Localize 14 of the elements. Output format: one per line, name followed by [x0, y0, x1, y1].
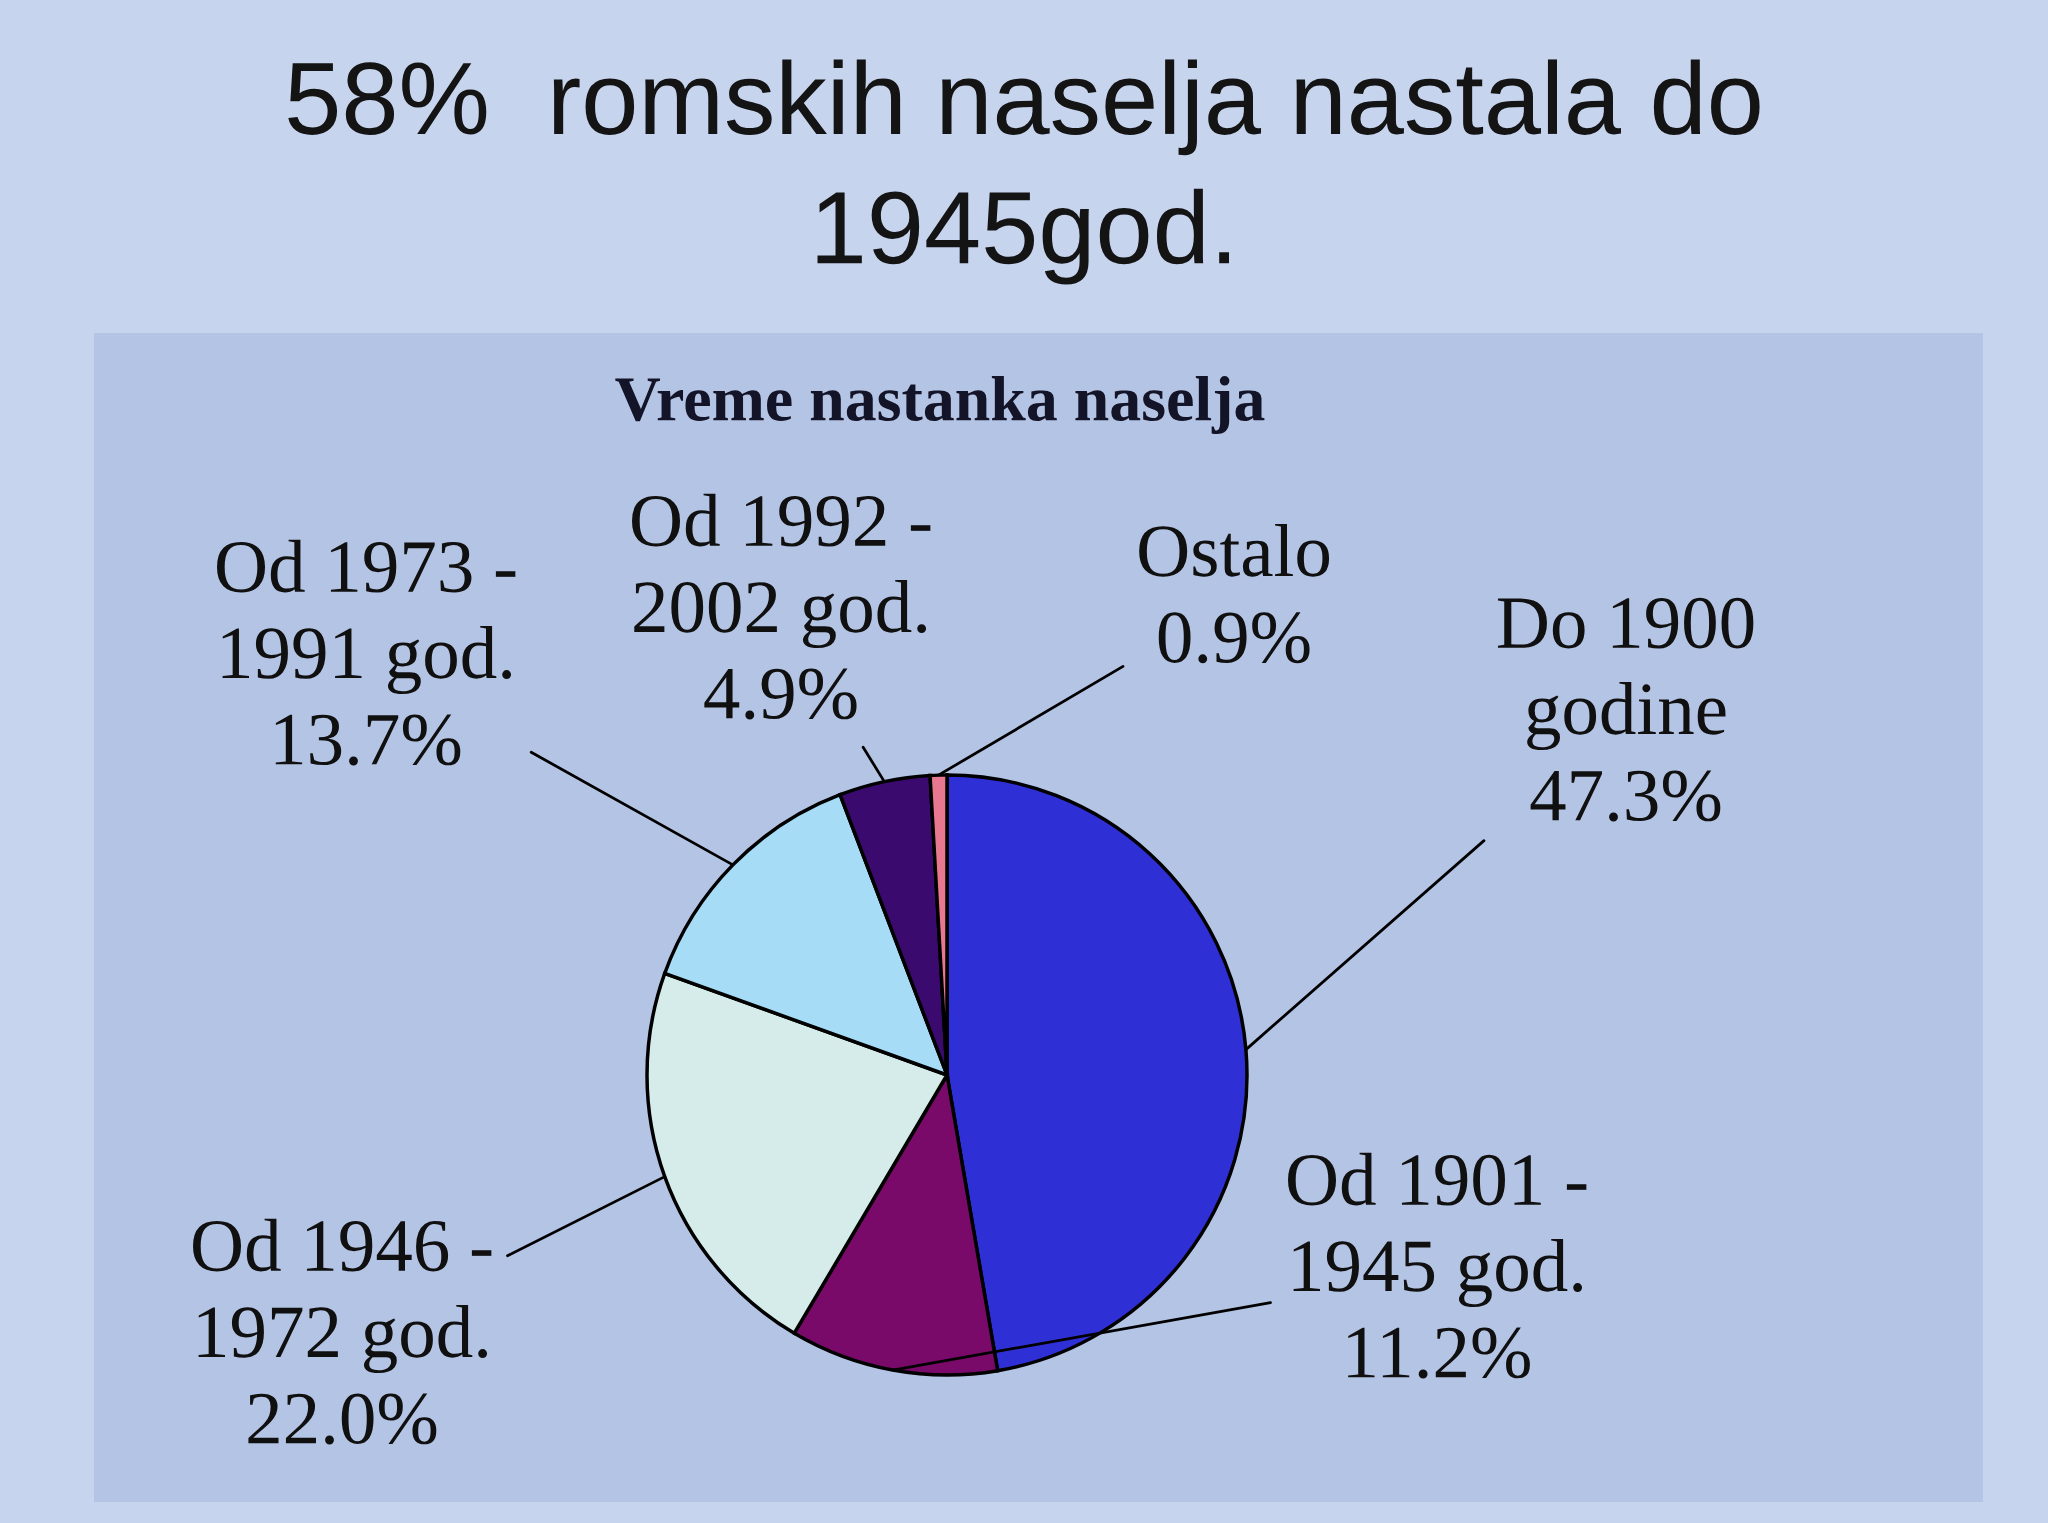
data-label: 0.9% — [1158, 612, 1310, 664]
data-label: 47.3% — [1530, 770, 1721, 822]
data-label: 4.9% — [704, 668, 857, 720]
slice-label: Od 1946 - 1972 god. — [193, 1218, 492, 1374]
slice-label: Od 1992 - 2002 god. — [632, 493, 931, 649]
chart-title: 58% romskih naselja nastala do 1945god. — [288, 59, 1760, 285]
slice-label: Do 1900 godine — [1497, 597, 1754, 751]
slice-label: Od 1973 - 1991 god. — [217, 539, 516, 695]
slice-label: Od 1901 - 1945 god. — [1288, 1152, 1587, 1308]
data-label: 13.7% — [275, 714, 461, 766]
data-label: 22.0% — [248, 1393, 437, 1445]
chart-subtitle: Vreme nastanka naselja — [615, 376, 1265, 434]
data-label: 11.2% — [1348, 1327, 1530, 1379]
slice-label: Ostalo — [1139, 523, 1330, 577]
